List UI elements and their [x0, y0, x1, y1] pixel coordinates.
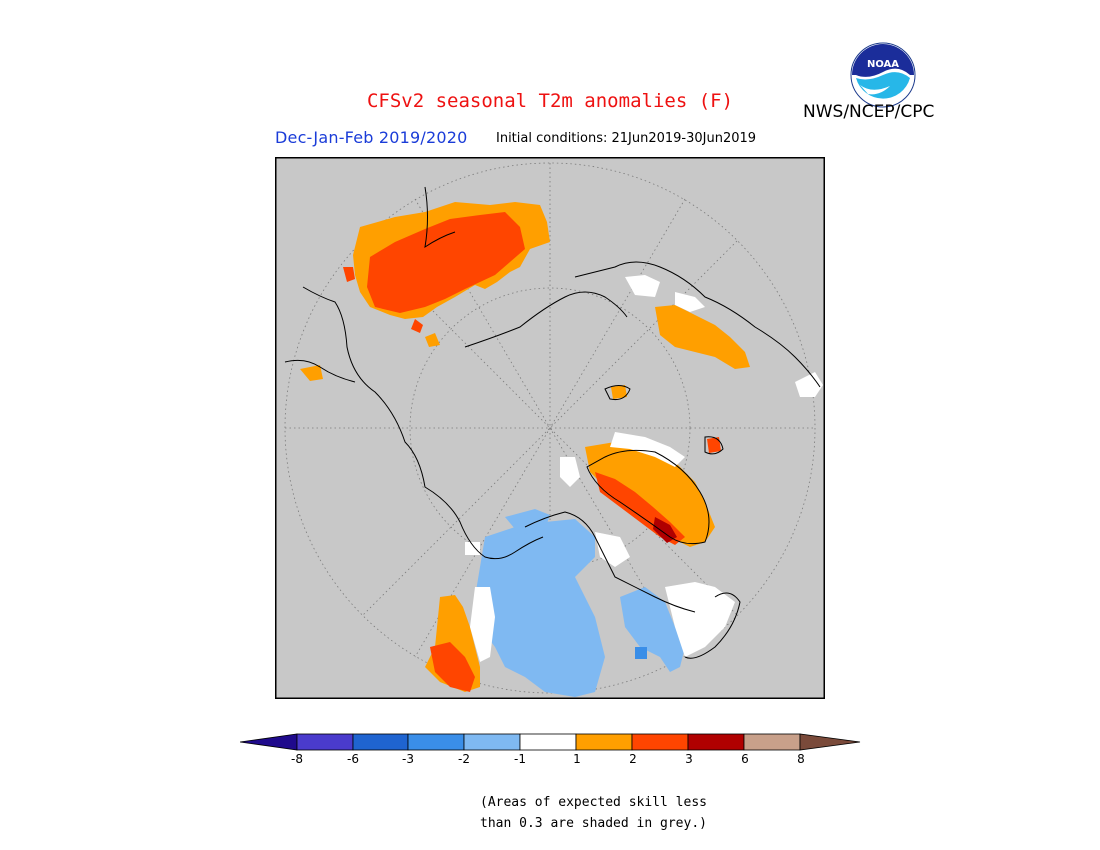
colorbar-tick-label: -6: [347, 752, 359, 766]
colorbar-arrow-high: [799, 733, 861, 751]
colorbar-segment: [575, 733, 633, 751]
colorbar-segment: [407, 733, 465, 751]
skill-note-line: than 0.3 are shaded in grey.): [480, 816, 707, 831]
colorbar-tick-label: -1: [514, 752, 526, 766]
noaa-logo: NOAA: [850, 42, 916, 112]
colorbar-segment: [687, 733, 745, 751]
colorbar-segment: [296, 733, 354, 751]
color-scale-bar: [240, 733, 861, 751]
colorbar-tick-label: 6: [741, 752, 749, 766]
polar-anomaly-map: [275, 157, 825, 699]
colorbar-arrow-low: [240, 733, 298, 751]
map-frame: [275, 157, 825, 699]
colorbar-segment: [743, 733, 801, 751]
europe-warm-anomaly: [611, 275, 823, 453]
colorbar-segment: [352, 733, 409, 751]
colorbar-tick-label: -2: [458, 752, 470, 766]
colorbar-segment: [631, 733, 689, 751]
coastlines: [284, 186, 821, 659]
alaska-warm-anomaly: [300, 365, 480, 692]
colorbar-tick-label: 1: [573, 752, 581, 766]
colorbar-tick-label: -8: [291, 752, 303, 766]
svg-text:NOAA: NOAA: [867, 59, 899, 70]
skill-note: (Areas of expected skill less than 0.3 a…: [480, 792, 707, 834]
colorbar-segment: [519, 733, 577, 751]
colorbar-tick-label: 2: [629, 752, 637, 766]
initial-conditions-label: Initial conditions: 21Jun2019-30Jun2019: [496, 131, 757, 146]
greenland-warm-anomaly: [560, 432, 715, 547]
skill-note-line: (Areas of expected skill less: [480, 795, 707, 810]
colorbar-segment: [463, 733, 521, 751]
agency-label: NWS/NCEP/CPC: [803, 102, 935, 122]
colorbar-tick-label: -3: [402, 752, 414, 766]
siberia-warm-anomaly: [343, 202, 550, 347]
season-label: Dec-Jan-Feb 2019/2020: [275, 128, 468, 147]
colorbar-tick-label: 8: [797, 752, 805, 766]
chart-title: CFSv2 seasonal T2m anomalies (F): [366, 90, 734, 112]
canada-cool-anomaly: [465, 509, 735, 697]
colorbar-tick-label: 3: [685, 752, 693, 766]
